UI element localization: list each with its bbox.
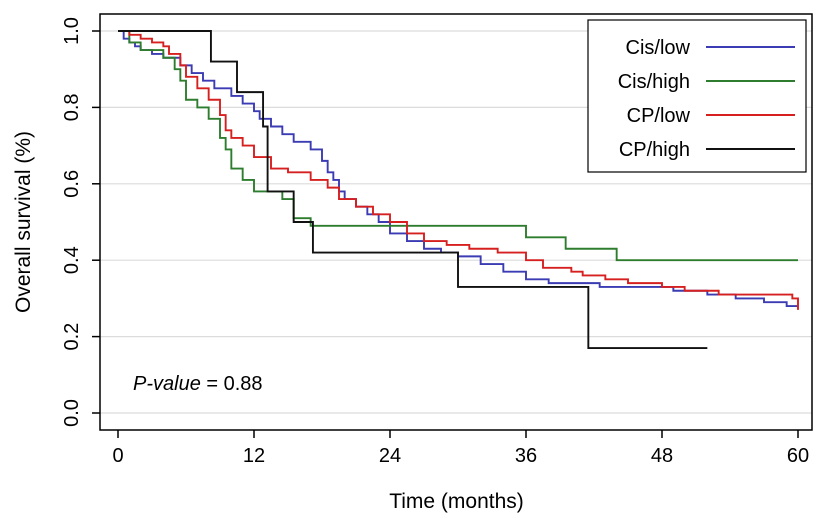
legend: Cis/low Cis/high CP/low CP/high xyxy=(587,19,807,173)
x-tick-label: 36 xyxy=(515,445,537,467)
legend-box xyxy=(587,19,807,173)
y-tick-label: 0.4 xyxy=(61,246,83,274)
legend-label: CP/low xyxy=(627,105,691,127)
series-line-cp-high xyxy=(118,30,708,350)
y-tick-label: 0.6 xyxy=(61,170,83,198)
p-value-label: P-value xyxy=(133,373,201,395)
series-line-cp-low xyxy=(118,30,799,310)
y-tick-label: 0.0 xyxy=(61,399,83,427)
x-tick-label: 48 xyxy=(651,445,673,467)
x-tick-label: 60 xyxy=(787,445,809,467)
x-tick-label: 12 xyxy=(243,445,265,467)
x-tick-label: 0 xyxy=(112,445,123,467)
x-axis-title: Time (months) xyxy=(389,490,524,513)
x-tick-label: 24 xyxy=(379,445,401,467)
gridlines xyxy=(100,30,812,414)
plot-frame xyxy=(99,13,813,431)
y-axis: 0.0 0.2 0.4 0.6 0.8 1.0 xyxy=(61,17,100,427)
x-axis: 0 12 24 36 48 60 xyxy=(112,430,809,467)
legend-label: Cis/low xyxy=(626,37,691,59)
p-value-annotation: P-value = 0.88 xyxy=(133,373,263,395)
p-value-number: = 0.88 xyxy=(201,373,263,395)
y-tick-label: 0.2 xyxy=(61,323,83,351)
y-tick-label: 1.0 xyxy=(61,17,83,45)
y-tick-label: 0.8 xyxy=(61,93,83,121)
legend-label: CP/high xyxy=(619,139,690,161)
legend-label: Cis/high xyxy=(618,71,690,93)
series-line-cis-high xyxy=(118,30,798,262)
series-lines xyxy=(118,30,799,350)
y-axis-title: Overall survival (%) xyxy=(12,131,35,313)
